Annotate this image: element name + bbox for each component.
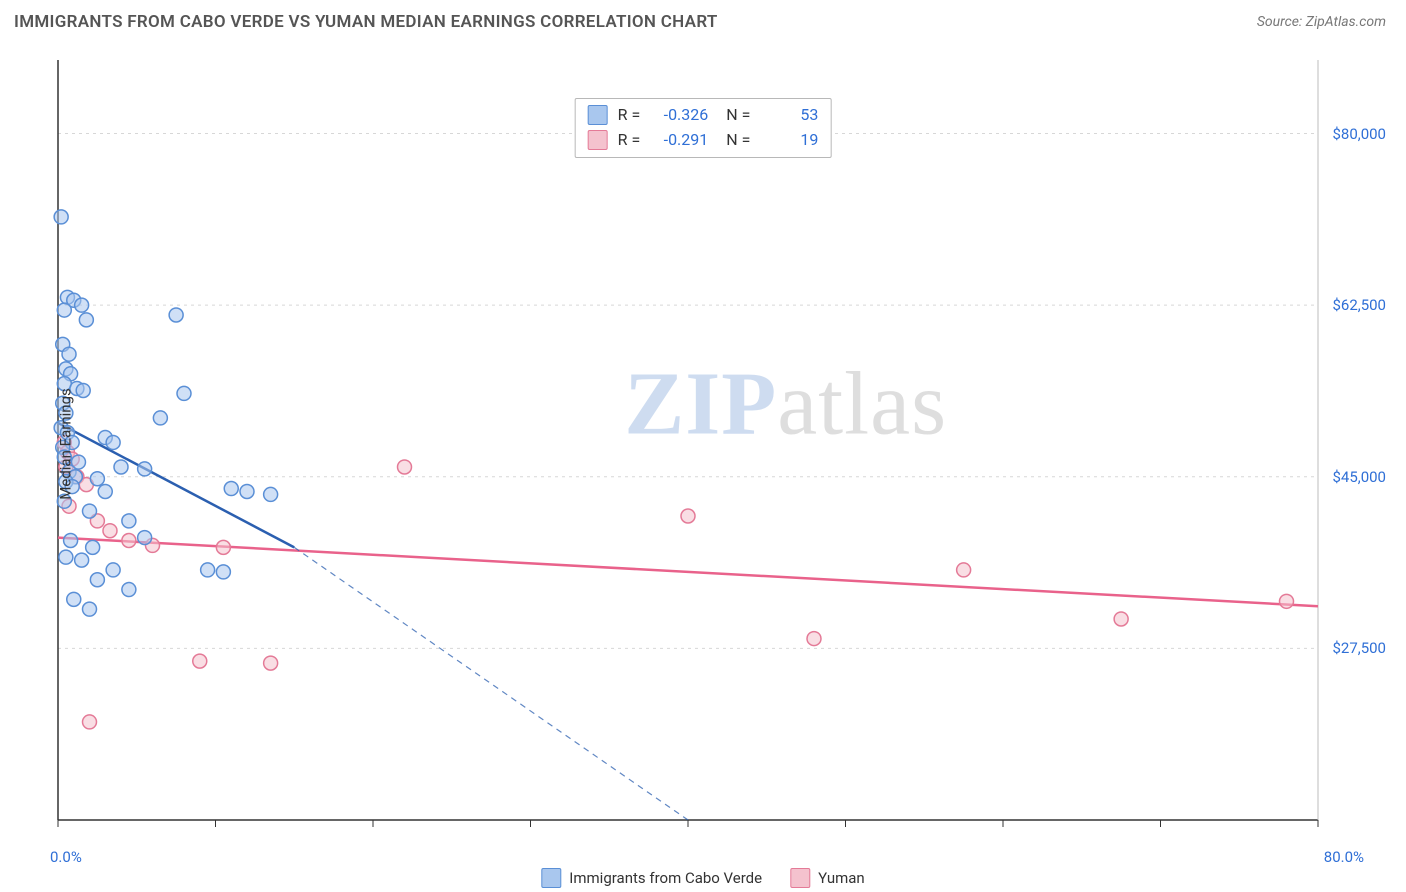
x-axis-start: 0.0%	[50, 848, 82, 866]
y-axis-label: Median Earnings	[57, 388, 75, 499]
legend: Immigrants from Cabo Verde Yuman	[541, 868, 864, 888]
chart-title: IMMIGRANTS FROM CABO VERDE VS YUMAN MEDI…	[14, 12, 718, 32]
scatter-plot	[14, 48, 1392, 840]
legend-swatch-a	[541, 868, 561, 888]
legend-item-series-b: Yuman	[790, 868, 865, 888]
chart-container: ZIPatlas Median Earnings $27,500$45,000$…	[14, 48, 1392, 840]
stats-row-series-a: R = -0.326 N = 53	[588, 103, 819, 128]
legend-swatch-b	[790, 868, 810, 888]
stats-row-series-b: R = -0.291 N = 19	[588, 128, 819, 153]
y-tick-label: $27,500	[1332, 639, 1386, 657]
correlation-stats-box: R = -0.326 N = 53 R = -0.291 N = 19	[575, 98, 832, 158]
swatch-series-b	[588, 130, 608, 150]
legend-label-b: Yuman	[818, 869, 865, 887]
swatch-series-a	[588, 105, 608, 125]
y-tick-label: $62,500	[1332, 296, 1386, 314]
legend-item-series-a: Immigrants from Cabo Verde	[541, 868, 762, 888]
x-axis-end: 80.0%	[1324, 848, 1364, 866]
x-axis-labels: 0.0% 80.0%	[14, 848, 1392, 866]
legend-label-a: Immigrants from Cabo Verde	[569, 869, 762, 887]
y-tick-label: $45,000	[1332, 468, 1386, 486]
y-tick-label: $80,000	[1332, 125, 1386, 143]
source-attribution: Source: ZipAtlas.com	[1257, 14, 1386, 30]
